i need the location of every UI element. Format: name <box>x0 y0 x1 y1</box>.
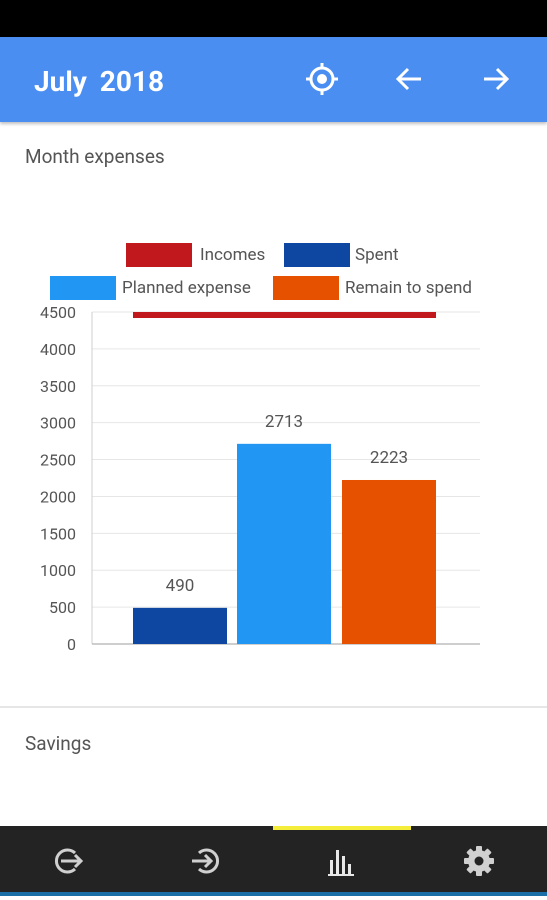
legend-label: Incomes <box>200 245 265 265</box>
y-tick-label: 2500 <box>40 451 76 470</box>
bottom-navigation <box>0 826 547 896</box>
settings-icon[interactable] <box>460 842 498 880</box>
legend-label: Spent <box>355 245 399 265</box>
y-tick-label: 3000 <box>40 414 76 433</box>
arrow-left-icon[interactable] <box>391 61 427 97</box>
legend-label: Planned expense <box>122 278 251 298</box>
data-label: 2223 <box>370 448 408 468</box>
bar-remain-to-spend <box>342 479 436 644</box>
month-title[interactable]: July 2018 <box>34 65 164 98</box>
statistics-icon[interactable] <box>323 842 361 880</box>
status-bar <box>0 0 547 37</box>
expenses-out-icon[interactable] <box>49 842 87 880</box>
legend-label: Remain to spend <box>345 278 472 298</box>
y-tick-label: 0 <box>67 635 76 654</box>
bar-spent <box>133 607 227 644</box>
y-tick-label: 1500 <box>40 524 76 543</box>
legend-swatch-remain-to-spend <box>273 276 339 300</box>
y-tick-label: 2000 <box>40 487 76 506</box>
app-bar: July 2018 <box>0 37 547 122</box>
y-tick-label: 500 <box>49 598 76 617</box>
y-tick-label: 3500 <box>40 377 76 396</box>
bar-incomes <box>133 312 436 318</box>
month-expenses-title: Month expenses <box>25 145 165 168</box>
legend-swatch-incomes <box>126 243 192 267</box>
data-label: 490 <box>166 576 195 596</box>
legend-swatch-planned-expense <box>50 276 116 300</box>
current-month-icon[interactable] <box>304 61 340 97</box>
legend-swatch-spent <box>284 243 350 267</box>
arrow-right-icon[interactable] <box>478 61 514 97</box>
active-tab-indicator <box>273 826 411 830</box>
savings-title: Savings <box>25 732 92 755</box>
y-tick-label: 1000 <box>40 561 76 580</box>
year-label: 2018 <box>99 65 165 98</box>
bottom-accent-bar <box>0 892 547 896</box>
bar-planned-expense <box>237 443 331 644</box>
data-label: 2713 <box>265 412 303 432</box>
bar-chart: 0 500 1000 1500 2000 2500 3000 3500 4000 4500 Inco… <box>40 243 480 654</box>
y-tick-label: 4000 <box>40 340 76 359</box>
section-divider <box>0 706 547 708</box>
incomes-in-icon[interactable] <box>187 842 225 880</box>
month-label: July <box>34 65 87 98</box>
y-tick-label: 4500 <box>40 303 76 322</box>
month-expenses-chart: 0 500 1000 1500 2000 2500 3000 3500 4000 4500 Inco… <box>0 225 547 665</box>
